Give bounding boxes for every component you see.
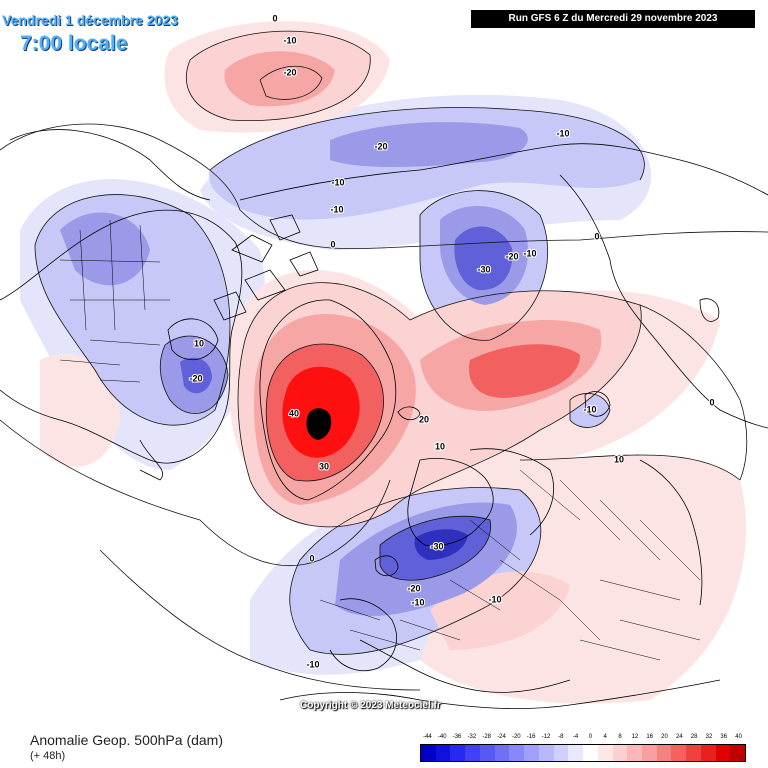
- color-swatch: [583, 745, 598, 761]
- contour-label: 10: [435, 441, 445, 451]
- color-scale-label: 28: [690, 734, 698, 740]
- copyright-notice: Copyright © 2023 Meteociel.fr: [300, 700, 441, 711]
- contour-label: -10: [488, 594, 501, 604]
- contour-label: -10: [331, 177, 344, 187]
- color-scale-label: 36: [720, 734, 728, 740]
- contour-label: 0: [594, 231, 599, 241]
- contour-label: -20: [189, 373, 202, 383]
- color-scale-label: 20: [661, 734, 668, 740]
- color-swatch: [479, 745, 495, 761]
- color-scale-label: 32: [705, 734, 713, 740]
- contour-label: 10: [194, 338, 204, 348]
- borders: [59, 219, 701, 661]
- color-swatch: [715, 745, 731, 761]
- color-scale-label: 40: [735, 734, 742, 740]
- color-scale-label: -8: [558, 734, 564, 740]
- contour-label: 30: [319, 461, 329, 471]
- color-swatch: [538, 745, 554, 761]
- color-swatch: [642, 745, 657, 761]
- color-scale-legend: -44 -40 -36 -32 -28 -24 -20 -16 -12 -8 -4 0 4 8 12 16 20…: [420, 734, 746, 762]
- color-scale-label: -24: [497, 734, 506, 740]
- color-scale-label: -12: [541, 734, 551, 740]
- forecast-date: Vendredi 1 décembre 2023: [2, 12, 178, 28]
- contour-label: -10: [411, 597, 424, 607]
- color-scale-label: 8: [618, 734, 622, 740]
- contour-label: -20: [374, 141, 387, 151]
- contour-label: 40: [289, 408, 299, 418]
- color-scale-label: 16: [646, 734, 654, 740]
- contour-labels: 0 -10 -20 -10 -20 -10 -10 0 0 -30 -20 -10 10 -20 40 30 2…: [188, 12, 715, 670]
- contour-label: -20: [283, 67, 296, 77]
- model-run-banner: Run GFS 6 Z du Mercredi 29 novembre 2023: [471, 10, 755, 28]
- contour-label: -10: [583, 404, 596, 414]
- color-swatch: [435, 745, 451, 761]
- contour-label: -10: [556, 128, 569, 138]
- color-swatch: [465, 745, 480, 761]
- contour-label: -10: [330, 204, 343, 214]
- color-swatch: [656, 745, 672, 761]
- color-swatch: [730, 745, 746, 761]
- anomaly-contours: [0, 30, 768, 691]
- contour-label: -10: [523, 248, 536, 258]
- color-scale-label: -36: [452, 734, 462, 740]
- contour-label: 20: [419, 414, 429, 424]
- color-scale-label: 4: [603, 734, 607, 740]
- color-scale-label: -16: [526, 734, 536, 740]
- color-scale-label: 12: [631, 734, 639, 740]
- color-swatch: [494, 745, 510, 761]
- color-swatch: [450, 745, 466, 761]
- coastlines: [0, 129, 768, 709]
- contour-label: 0: [330, 239, 335, 249]
- color-scale-label: -20: [511, 734, 521, 740]
- color-swatch: [612, 745, 628, 761]
- color-scale-swatches: [420, 744, 746, 762]
- color-swatch: [509, 745, 525, 761]
- color-swatch: [686, 745, 701, 761]
- color-scale-label: -40: [437, 734, 447, 740]
- chart-title: Anomalie Geop. 500hPa (dam): [30, 732, 223, 748]
- color-swatch: [524, 745, 539, 761]
- contour-label: 0: [272, 13, 277, 23]
- anomaly-core: [306, 408, 332, 440]
- forecast-lead-time: (+ 48h): [30, 750, 66, 762]
- color-scale-label: -28: [482, 734, 492, 740]
- color-swatch: [627, 745, 643, 761]
- contour-label: -20: [505, 251, 518, 261]
- color-scale-label: -32: [467, 734, 477, 740]
- contour-label: -30: [430, 541, 443, 551]
- color-scale-labels: -44 -40 -36 -32 -28 -24 -20 -16 -12 -8 -4 0 4 8 12 16 20…: [420, 734, 746, 744]
- contour-label: 0: [309, 553, 314, 563]
- contour-label: -20: [407, 583, 420, 593]
- color-swatch: [700, 745, 716, 761]
- negative-anomaly-level-4: [414, 529, 468, 560]
- contour-label: 10: [614, 454, 624, 464]
- color-scale-label: 24: [675, 734, 683, 740]
- color-swatch: [421, 745, 436, 761]
- color-scale-label: -44: [423, 734, 432, 740]
- color-scale-label: 0: [588, 734, 593, 740]
- contour-label: -10: [283, 35, 296, 45]
- color-scale-label: -4: [572, 734, 579, 740]
- color-swatch: [568, 745, 584, 761]
- contour-label: -30: [477, 264, 490, 274]
- contour-label: -10: [306, 659, 319, 669]
- forecast-time: 7:00 locale: [20, 32, 128, 55]
- color-swatch: [553, 745, 569, 761]
- color-swatch: [671, 745, 687, 761]
- contour-label: 0: [709, 397, 714, 407]
- color-swatch: [597, 745, 613, 761]
